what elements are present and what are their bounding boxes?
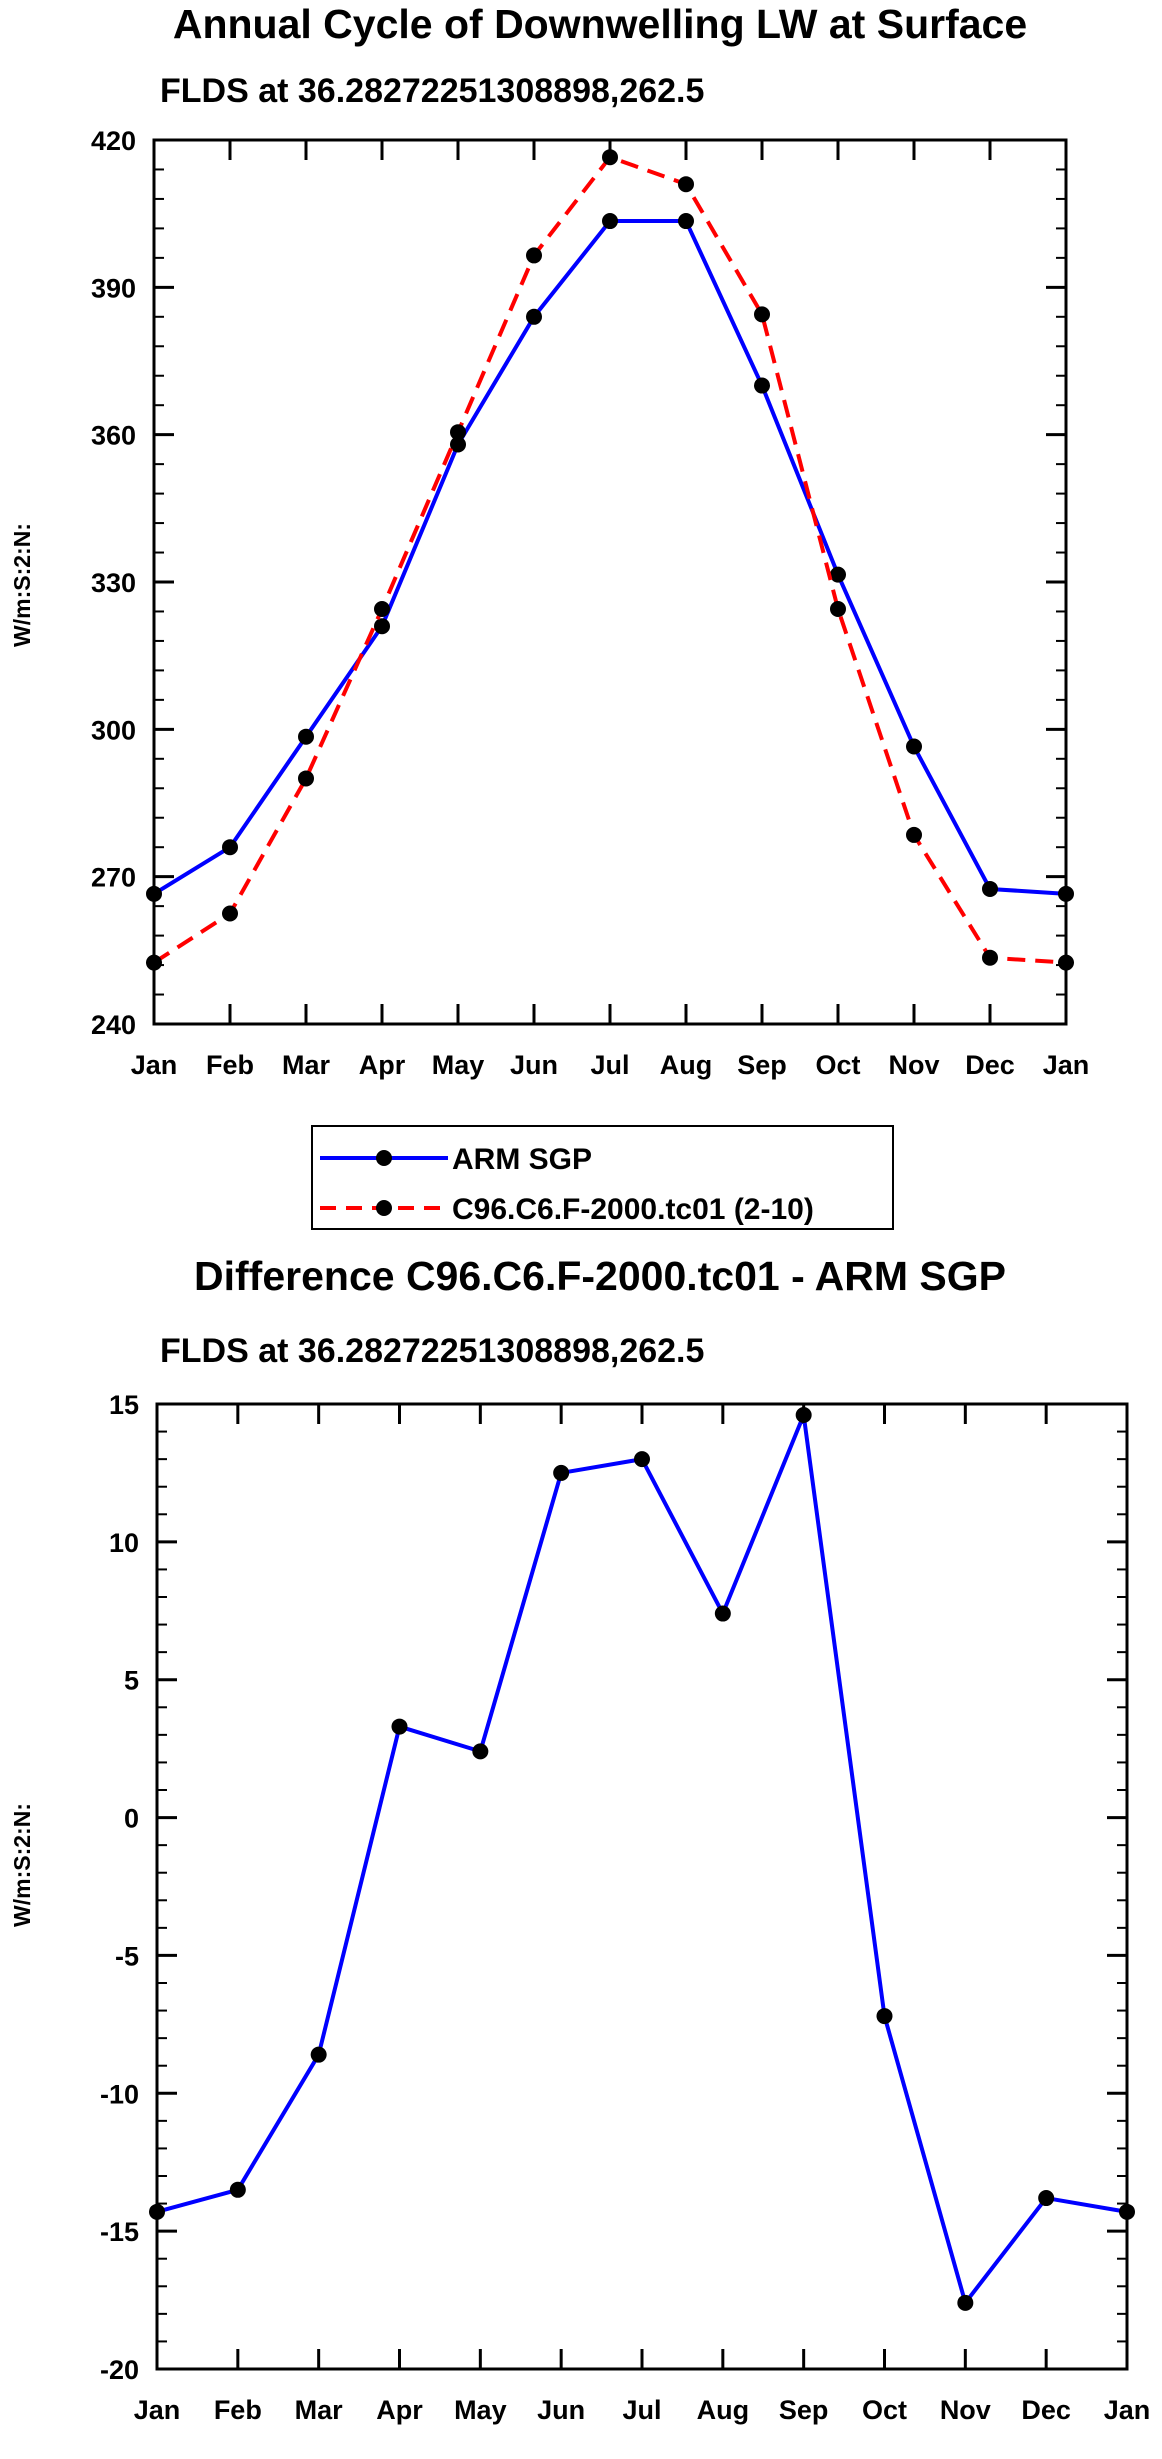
chart2-series-0-point [957,2294,974,2311]
chart1-series-line-0 [152,219,1067,896]
chart1-series [146,149,1074,971]
chart1-series-0-point [678,213,694,230]
chart1-subtitle: FLDS at 36.28272251308898,262.5 [160,72,704,110]
chart1-ytick-label: 420 [91,126,136,156]
chart1-series-0-point [754,377,770,394]
chart2-subtitle: FLDS at 36.28272251308898,262.5 [160,1332,704,1370]
chart1-xtick-label: Jan [1043,1050,1090,1080]
chart1-series-0-point [526,308,542,325]
chart1-ytick-label: 300 [91,715,136,745]
chart2-xtick-label: Apr [376,2395,423,2425]
chart2-series-0-point [472,1743,489,1760]
chart1-series-line-1 [152,155,1067,965]
chart1-series-1-point [602,149,618,166]
chart1-ytick-label: 240 [91,1010,136,1040]
legend-marker-model [376,1200,392,1216]
chart2-series-0-point [714,1605,731,1622]
chart2-plot-frame [155,1402,1129,2371]
chart2-axes: -20 -15 -10 -5 0 5 10 15 Jan Feb Mar Apr May Jun Jul Au… [100,1390,1150,2425]
chart1-xtick-label: Oct [815,1050,860,1080]
chart2-xtick-label: Oct [862,2395,907,2425]
chart2-ytick-label: -10 [100,2079,139,2109]
chart2-ytick-label: 0 [124,1804,139,1834]
chart2-ytick-label: 5 [124,1666,139,1696]
chart1-xtick-label: Jan [131,1050,178,1080]
chart1-series-0-point [222,839,238,856]
chart2-series-0-point [229,2181,246,2198]
chart1-xtick-label: Jun [510,1050,558,1080]
chart1-series-1-point [374,601,390,618]
chart1-ytick-label: 270 [91,863,136,893]
chart1-xtick-label: Feb [206,1050,254,1080]
chart1-xtick-label: Sep [737,1050,787,1080]
chart2-xtick-label: Dec [1021,2395,1071,2425]
chart2-xtick-label: Mar [295,2395,344,2425]
chart1-xtick-label: Mar [282,1050,331,1080]
legend: ARM SGP C96.C6.F-2000.tc01 (2-10) [311,1125,894,1230]
chart2-ytick-label: -20 [100,2355,139,2385]
chart2-series-0-point [634,1451,650,1468]
chart1-ytick-label: 360 [91,421,136,451]
chart1-series-1-point [754,306,770,323]
chart1-ytick-label: 330 [91,568,136,598]
chart1-series-0-point [982,880,998,897]
chart2-series-0-point [553,1464,570,1481]
chart1-series-1-point [982,949,998,966]
legend-marker-arm-sgp [376,1150,392,1166]
chart2-series [149,1407,1135,2311]
chart2-series-0-point [1038,2190,1055,2207]
chart1-series-0-point [906,738,922,755]
chart2-series-line-0 [156,1413,1128,2305]
chart-annual-cycle: Annual Cycle of Downwelling LW at Surfac… [9,1,1089,1080]
chart2-xtick-label: Aug [697,2395,749,2425]
chart1-title: Annual Cycle of Downwelling LW at Surfac… [173,1,1027,47]
chart1-series-1-point [906,826,922,843]
chart1-series-1-point [450,424,466,441]
chart1-xtick-label: Aug [660,1050,712,1080]
legend-label-model: C96.C6.F-2000.tc01 (2-10) [452,1193,814,1226]
chart1-series-0-point [830,566,846,583]
legend-box [311,1125,894,1230]
chart1-series-1-point [222,905,238,922]
chart1-ylabel: W/m:S:2:N: [9,523,35,647]
chart1-xtick-label: Apr [359,1050,406,1080]
chart1-ytick-label: 390 [91,273,136,303]
chart2-series-0-point [391,1718,408,1735]
chart1-plot-frame [152,138,1068,1026]
chart1-xtick-label: Nov [888,1050,939,1080]
legend-label-arm-sgp: ARM SGP [452,1143,592,1176]
chart2-xtick-label: Jan [1104,2395,1151,2425]
chart2-title: Difference C96.C6.F-2000.tc01 - ARM SGP [194,1253,1006,1299]
chart2-ytick-label: -15 [100,2217,139,2247]
chart2-series-0-point [310,2046,327,2063]
chart2-ytick-label: 10 [109,1528,139,1558]
chart2-xtick-label: Jun [537,2395,585,2425]
chart2-xtick-label: Nov [940,2395,991,2425]
chart1-series-0-point [298,728,314,745]
chart1-xtick-label: May [432,1050,485,1080]
chart2-xtick-label: Jul [622,2395,661,2425]
chart1-series-0-point [602,213,618,230]
chart2-ytick-label: 15 [109,1390,139,1420]
chart1-xtick-label: Jul [590,1050,629,1080]
chart2-xtick-label: Feb [214,2395,262,2425]
chart2-series-0-point [795,1407,812,1424]
chart2-xtick-label: Sep [779,2395,829,2425]
chart1-series-1-point [526,247,542,264]
chart2-ylabel: W/m:S:2:N: [9,1803,35,1927]
chart1-series-0-point [374,618,390,635]
chart2-xtick-label: May [454,2395,507,2425]
chart1-series-1-point [678,176,694,193]
chart1-xtick-label: Dec [965,1050,1015,1080]
chart1-series-1-point [830,601,846,618]
chart2-ytick-label: -5 [115,1941,139,1971]
chart1-series-1-point [298,770,314,787]
chart2-series-0-point [876,2008,893,2025]
chart2-xtick-label: Jan [134,2395,181,2425]
chart1-series-0-point [450,436,466,453]
chart-difference: Difference C96.C6.F-2000.tc01 - ARM SGP … [9,1253,1150,2425]
chart1-axes: 240 270 300 330 360 390 420 Jan Feb Mar Apr May Jun J… [91,126,1089,1080]
